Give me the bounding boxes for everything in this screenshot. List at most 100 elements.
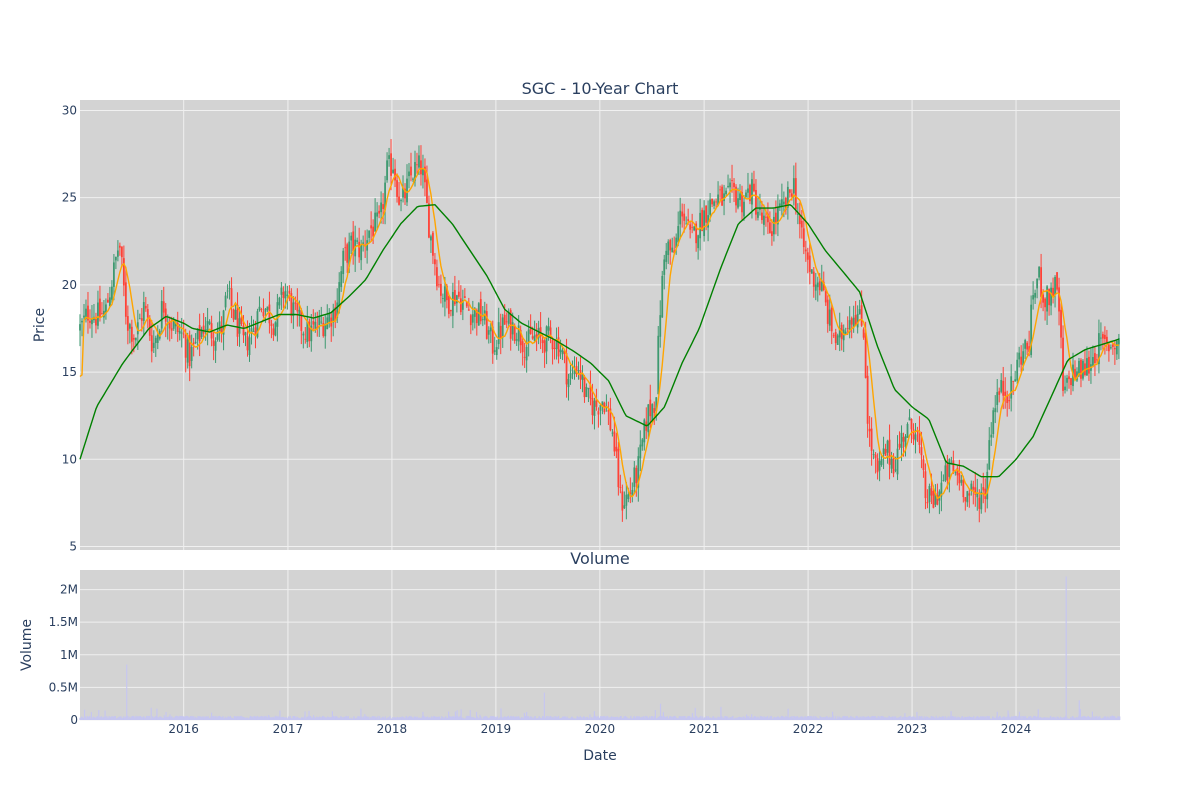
candle-body xyxy=(693,226,696,231)
volume-bar xyxy=(409,716,411,720)
volume-bar xyxy=(935,715,937,720)
candle-body xyxy=(715,201,717,203)
volume-bar xyxy=(869,717,871,720)
candle-body xyxy=(250,328,253,333)
candle-body xyxy=(818,281,821,291)
price-y-tick-label: 15 xyxy=(62,365,77,379)
candle-body xyxy=(497,322,500,345)
volume-bar xyxy=(601,716,604,720)
volume-bar xyxy=(900,715,902,720)
volume-bar xyxy=(973,715,975,720)
candle-body xyxy=(105,304,107,314)
volume-bar xyxy=(357,716,360,720)
volume-bar xyxy=(314,717,316,720)
candle-body xyxy=(222,310,225,335)
candle-body xyxy=(1044,298,1046,308)
candle-body xyxy=(248,337,251,356)
candle-body xyxy=(864,332,867,378)
volume-bar xyxy=(235,716,237,720)
volume-bar xyxy=(834,716,837,720)
candle-body xyxy=(306,320,309,342)
volume-bar xyxy=(1083,715,1085,720)
candle-body xyxy=(300,310,303,331)
volume-bar xyxy=(882,716,884,720)
candle-body xyxy=(974,487,977,495)
volume-bar xyxy=(83,709,86,720)
candle-body xyxy=(617,448,620,488)
candle-body xyxy=(657,335,660,395)
candle-body xyxy=(806,252,809,260)
candle-body xyxy=(553,347,556,349)
candle-body xyxy=(172,321,175,329)
candle-body xyxy=(162,301,165,313)
candle-body xyxy=(465,301,468,307)
date-x-tick-label: 2019 xyxy=(481,722,512,736)
volume-bar xyxy=(694,707,696,720)
candle-body xyxy=(529,326,532,334)
candle-body xyxy=(964,497,967,502)
candle-body xyxy=(611,432,614,434)
candle-body xyxy=(804,249,807,252)
volume-bar xyxy=(169,714,171,720)
candle-body xyxy=(240,316,243,325)
volume-bar xyxy=(531,716,533,720)
candle-body xyxy=(573,370,576,375)
candle-body xyxy=(914,434,917,441)
candle-body xyxy=(234,309,237,320)
candle-body xyxy=(531,336,534,339)
candle-body xyxy=(639,444,642,459)
candle-body xyxy=(310,325,313,342)
candle-body xyxy=(631,489,634,497)
candle-body xyxy=(527,329,530,343)
candle-body xyxy=(246,335,249,351)
ma-long-line xyxy=(79,203,1120,478)
candle-body xyxy=(322,322,325,336)
candle-body xyxy=(966,491,969,503)
candle-body xyxy=(457,291,460,297)
volume-bar xyxy=(165,712,167,720)
candle-body xyxy=(958,472,961,484)
candle-body xyxy=(489,327,492,332)
candle-body xyxy=(848,320,851,333)
candle-body xyxy=(934,492,937,505)
candle-body xyxy=(649,399,652,417)
candle-body xyxy=(741,192,743,213)
candle-body xyxy=(519,329,522,346)
volume-bar xyxy=(347,716,349,720)
candle-body xyxy=(1098,333,1100,365)
volume-bar xyxy=(923,716,925,720)
volume-bar xyxy=(824,717,826,720)
volume-bar xyxy=(809,716,811,720)
candle-body xyxy=(290,293,293,316)
candle-body xyxy=(898,443,901,448)
candle-body xyxy=(723,193,725,202)
volume-bar xyxy=(433,716,435,720)
candle-body xyxy=(443,286,446,302)
volume-bar xyxy=(1020,715,1022,720)
candle-body xyxy=(671,247,674,253)
volume-bar xyxy=(147,715,149,720)
candle-body xyxy=(178,330,181,334)
candle-body xyxy=(352,231,355,252)
candle-body xyxy=(569,373,572,379)
volume-bar xyxy=(306,716,308,720)
volume-y-tick-label: 0.5M xyxy=(49,680,78,694)
candle-body xyxy=(150,335,153,352)
candle-body xyxy=(822,281,825,291)
candle-body xyxy=(854,315,857,325)
candle-body xyxy=(338,282,341,306)
candle-body xyxy=(575,366,578,374)
volume-bar xyxy=(507,715,510,720)
candle-body xyxy=(475,310,478,324)
price-y-tick-label: 10 xyxy=(62,452,77,466)
candle-body xyxy=(447,295,450,314)
candle-body xyxy=(320,321,323,323)
candle-body xyxy=(874,454,877,458)
candle-body xyxy=(461,300,464,310)
volume-bar xyxy=(986,715,989,720)
candle-body xyxy=(332,310,335,323)
volume-bar xyxy=(837,716,839,720)
candle-body xyxy=(565,353,568,385)
candle-body xyxy=(390,153,392,176)
volume-bar xyxy=(111,716,113,720)
